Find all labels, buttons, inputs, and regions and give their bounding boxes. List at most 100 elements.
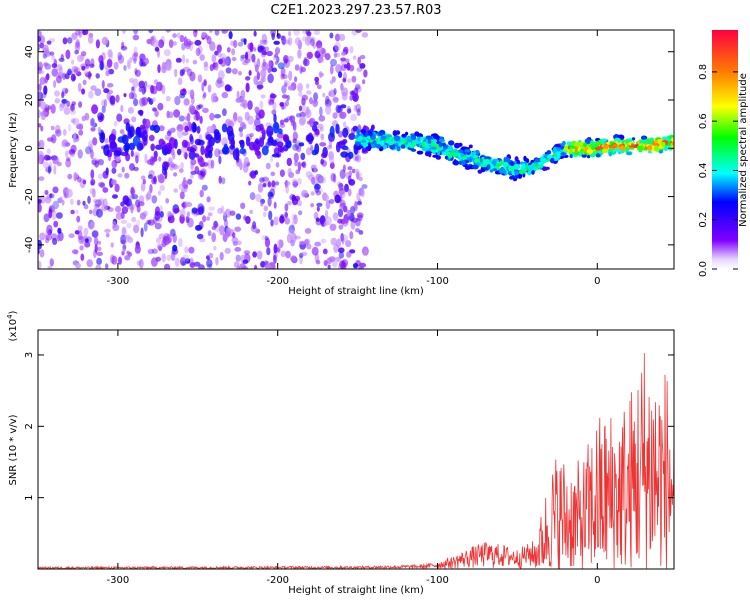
heatmap-cell xyxy=(331,76,336,83)
heatmap-cell xyxy=(248,70,252,76)
heatmap-cell xyxy=(380,135,387,140)
heatmap-cell xyxy=(179,209,186,218)
heatmap-cell xyxy=(226,231,231,238)
figure-title: C2E1.2023.297.23.57.R03 xyxy=(270,3,441,18)
heatmap-cell xyxy=(631,143,634,147)
heatmap-cell xyxy=(92,137,98,146)
heatmap-cell xyxy=(602,144,609,150)
heatmap-cell xyxy=(213,129,220,136)
heatmap-cell xyxy=(338,224,344,230)
heatmap-cell xyxy=(130,203,134,214)
heatmap-cell xyxy=(231,56,237,62)
heatmap-cell xyxy=(214,114,221,119)
heatmap-cell xyxy=(313,99,317,104)
heatmap-cell xyxy=(113,61,119,70)
heatmap-cell xyxy=(280,73,285,80)
heatmap-cell xyxy=(317,123,324,129)
heatmap-cell xyxy=(335,123,340,134)
heatmap-cell xyxy=(358,135,363,141)
heatmap-cell xyxy=(590,140,594,144)
heatmap-cell xyxy=(336,181,342,187)
heatmap-cell xyxy=(347,108,352,114)
heatmap-cell xyxy=(196,125,201,134)
heatmap-cell xyxy=(329,32,334,39)
heatmap-cell xyxy=(432,139,438,143)
heatmap-cell xyxy=(44,190,49,195)
heatmap-cell xyxy=(245,51,249,61)
heatmap-cell xyxy=(464,149,471,153)
heatmap-cell xyxy=(174,95,181,106)
heatmap-cell xyxy=(88,140,93,150)
heatmap-cell xyxy=(261,51,268,56)
heatmap-cell xyxy=(474,158,481,164)
heatmap-cell xyxy=(583,142,587,148)
heatmap-cell xyxy=(166,254,172,262)
heatmap-cell xyxy=(209,112,215,121)
heatmap-cell xyxy=(207,84,212,93)
heatmap-cell xyxy=(128,126,135,138)
top-x-tick-label: 0 xyxy=(594,276,600,287)
heatmap-cell xyxy=(221,123,228,133)
heatmap-cell xyxy=(154,109,159,118)
heatmap-cell xyxy=(106,92,111,100)
heatmap-cell xyxy=(241,266,248,269)
heatmap-cell xyxy=(83,70,89,76)
heatmap-cell xyxy=(671,137,674,143)
heatmap-cell xyxy=(304,35,312,46)
heatmap-cell xyxy=(42,161,49,169)
heatmap-cell xyxy=(277,62,285,70)
heatmap-cell xyxy=(38,260,42,269)
heatmap-cell xyxy=(70,144,77,153)
heatmap-cell xyxy=(76,199,81,206)
heatmap-cell xyxy=(49,193,53,198)
heatmap-cell xyxy=(87,70,92,80)
heatmap-cell xyxy=(259,177,265,183)
heatmap-cell xyxy=(183,184,189,190)
heatmap-cell xyxy=(170,127,176,133)
heatmap-cell xyxy=(105,70,110,77)
heatmap-cell xyxy=(290,255,297,263)
heatmap-cell xyxy=(214,148,221,158)
heatmap-cell xyxy=(38,142,41,147)
heatmap-cell xyxy=(50,125,55,131)
heatmap-cell xyxy=(231,48,236,56)
heatmap-cell xyxy=(77,54,84,63)
heatmap-cell xyxy=(123,200,129,206)
heatmap-cell xyxy=(38,66,43,74)
heatmap-cell xyxy=(253,30,257,37)
heatmap-cell xyxy=(168,39,174,48)
heatmap-cell xyxy=(94,243,98,254)
heatmap-cell xyxy=(161,65,167,74)
heatmap-cell xyxy=(226,47,231,53)
heatmap-cell xyxy=(134,245,141,254)
heatmap-cell xyxy=(79,245,84,251)
top-x-tick-label: -300 xyxy=(107,276,130,287)
heatmap-cell xyxy=(117,173,123,178)
heatmap-cell xyxy=(207,230,212,237)
heatmap-cell xyxy=(300,152,306,161)
heatmap-cell xyxy=(644,139,648,145)
heatmap-cell xyxy=(261,145,269,156)
heatmap-cell xyxy=(216,44,222,53)
heatmap-cell xyxy=(138,258,144,269)
heatmap-cell xyxy=(65,142,71,147)
heatmap-cell xyxy=(298,240,306,245)
heatmap-cell xyxy=(262,183,267,188)
heatmap-cell xyxy=(255,113,262,120)
heatmap-cell xyxy=(285,250,291,259)
heatmap-cell xyxy=(292,180,298,188)
heatmap-cell xyxy=(89,188,95,195)
heatmap-cell xyxy=(74,172,79,179)
heatmap-cell xyxy=(139,212,146,220)
heatmap-cell xyxy=(115,94,120,103)
bottom-x-tick-label: -200 xyxy=(266,575,289,586)
heatmap-cell xyxy=(287,37,293,46)
heatmap-cell xyxy=(172,151,176,160)
heatmap-cell xyxy=(194,153,200,158)
heatmap-cell xyxy=(357,214,363,222)
heatmap-cell xyxy=(254,170,258,175)
heatmap-cell xyxy=(306,51,313,60)
heatmap-cell xyxy=(323,194,329,202)
heatmap-cell xyxy=(210,159,215,169)
snr-frame xyxy=(37,329,675,570)
